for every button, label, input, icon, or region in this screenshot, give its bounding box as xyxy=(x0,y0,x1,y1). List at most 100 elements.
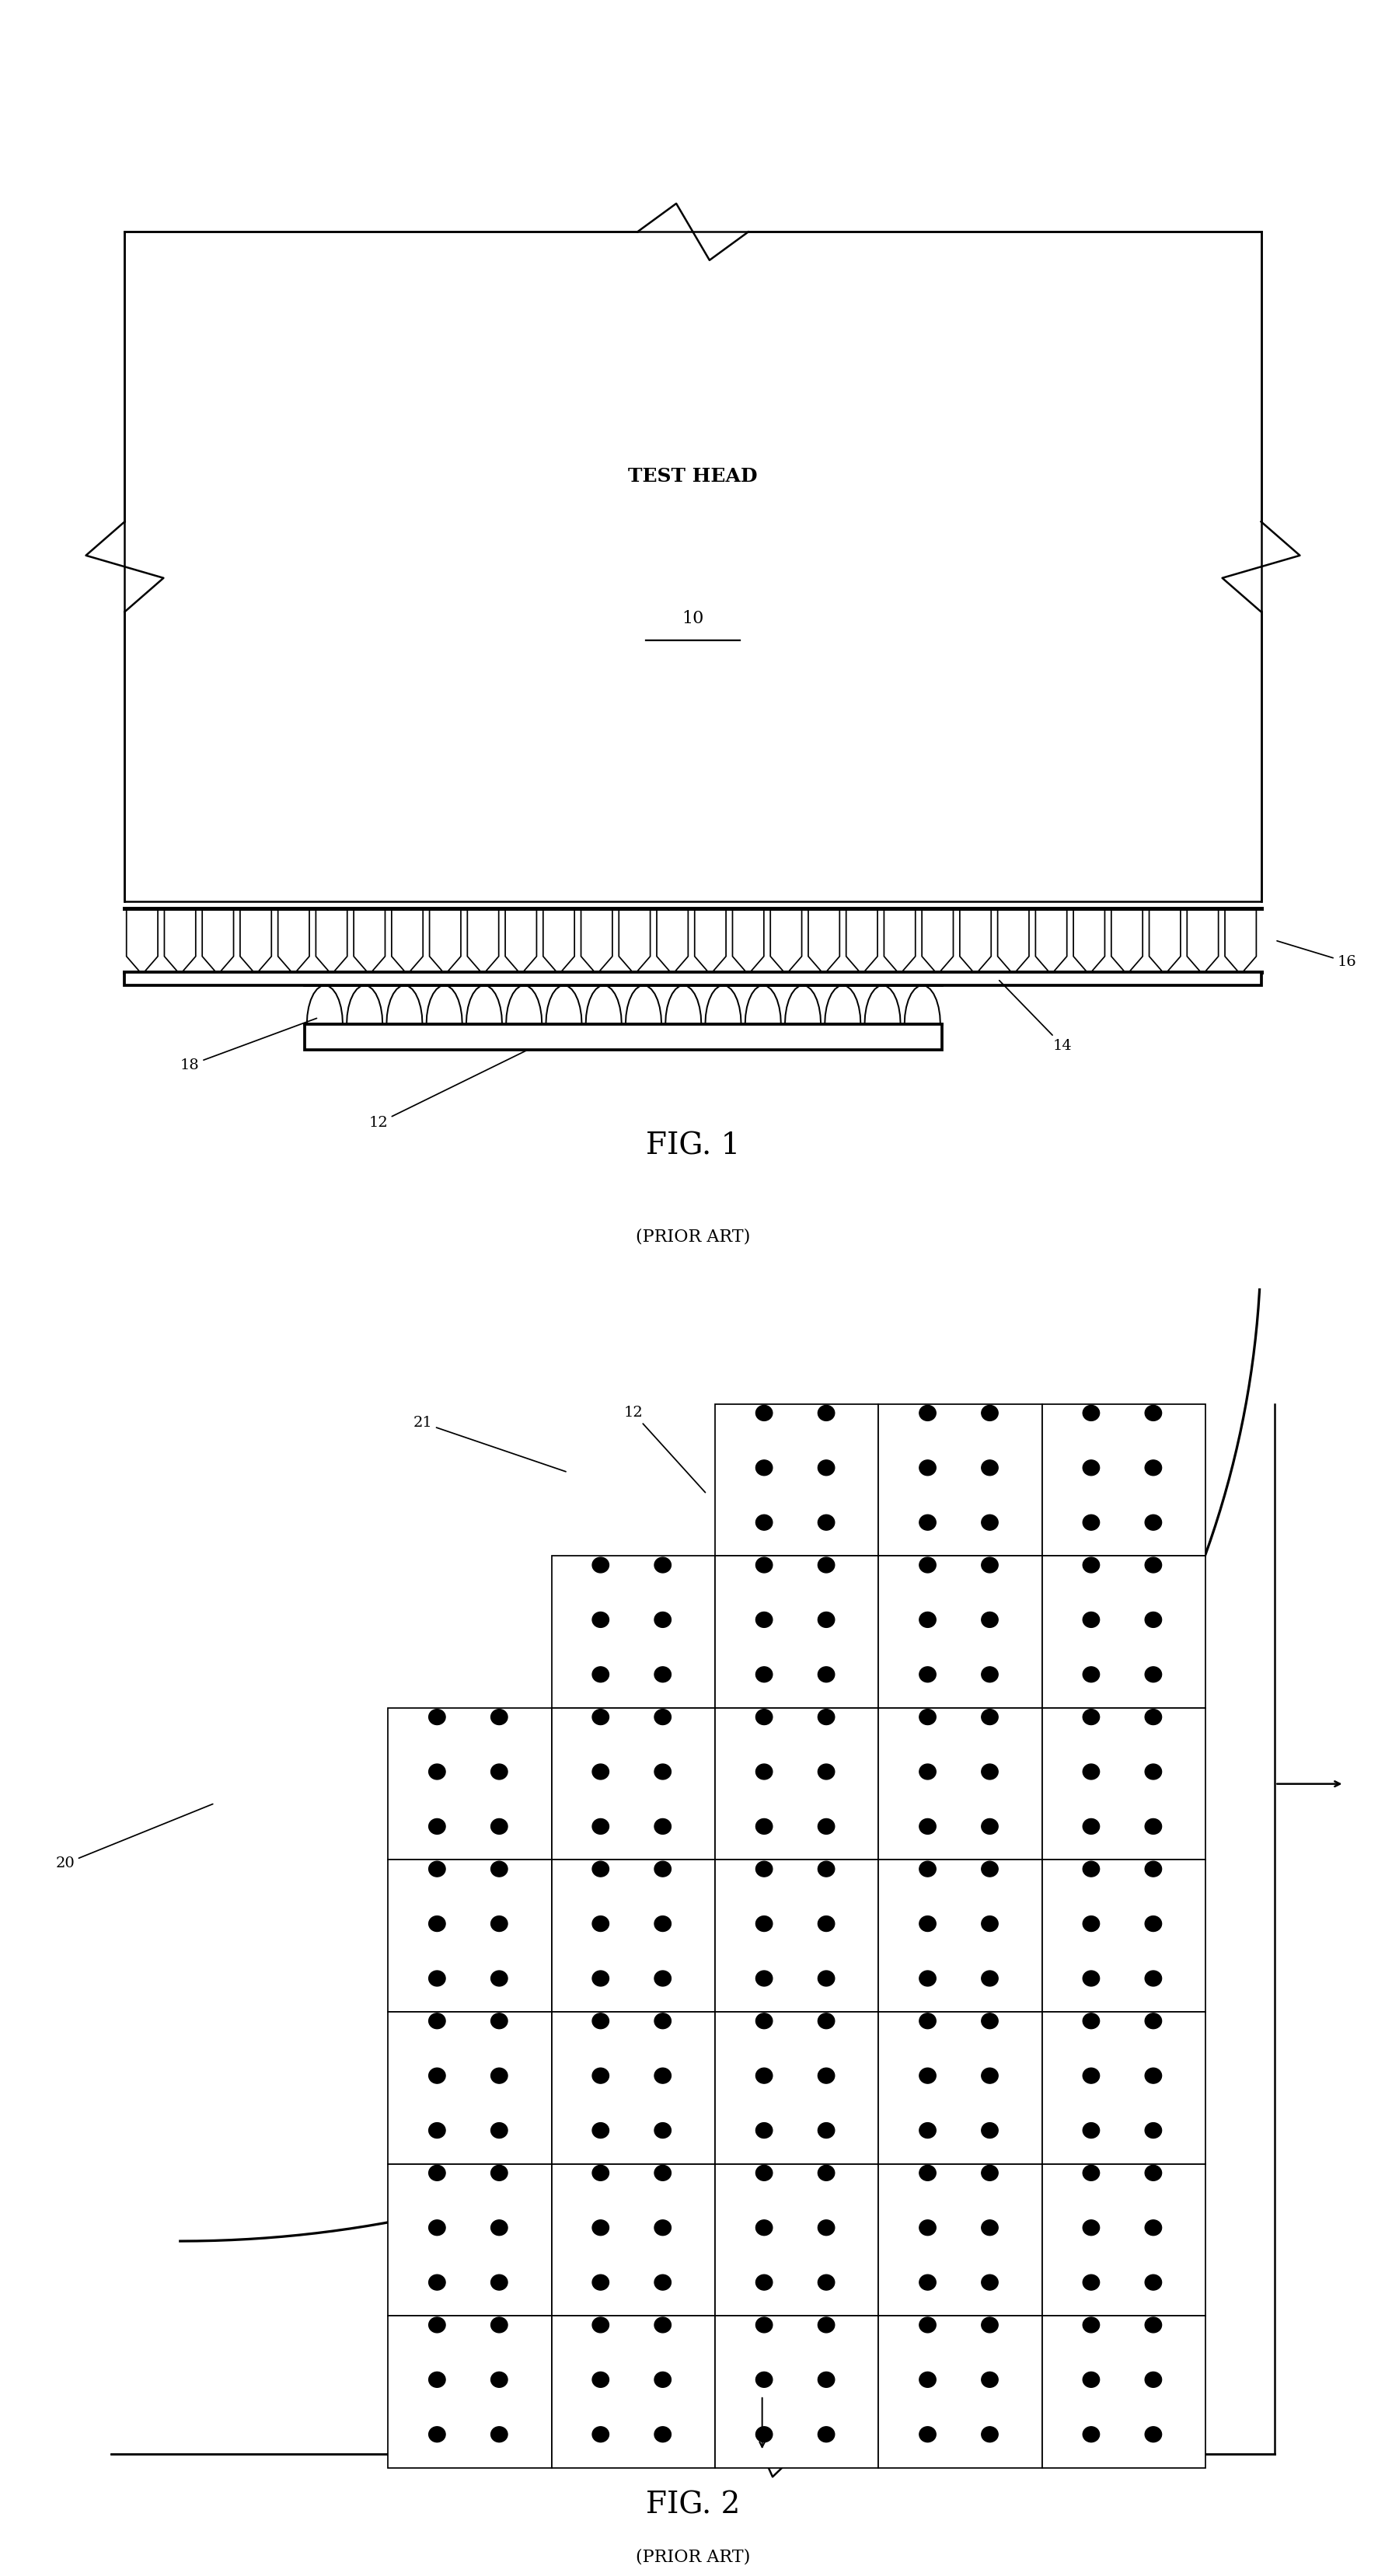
Text: 10: 10 xyxy=(681,611,704,626)
Circle shape xyxy=(755,1819,771,1834)
Circle shape xyxy=(428,1971,445,1986)
Text: 14: 14 xyxy=(999,981,1072,1054)
Circle shape xyxy=(591,1971,608,1986)
Circle shape xyxy=(1144,1765,1161,1780)
Circle shape xyxy=(817,2014,834,2030)
Circle shape xyxy=(1082,1613,1098,1628)
Circle shape xyxy=(918,1819,935,1834)
Circle shape xyxy=(755,2123,771,2138)
Circle shape xyxy=(428,1765,445,1780)
Circle shape xyxy=(1082,2372,1098,2388)
Circle shape xyxy=(918,1558,935,1574)
Circle shape xyxy=(428,2275,445,2290)
Circle shape xyxy=(428,2318,445,2334)
Circle shape xyxy=(918,1971,935,1986)
Text: 20: 20 xyxy=(55,1803,213,1870)
Circle shape xyxy=(591,2069,608,2084)
Circle shape xyxy=(654,1917,670,1932)
Text: (PRIOR ART): (PRIOR ART) xyxy=(636,2548,749,2566)
Circle shape xyxy=(490,1862,507,1878)
Circle shape xyxy=(1082,2275,1098,2290)
Bar xyxy=(878,2316,1042,2468)
Circle shape xyxy=(755,1461,771,1476)
Circle shape xyxy=(428,2069,445,2084)
Circle shape xyxy=(1144,1558,1161,1574)
Circle shape xyxy=(1082,1461,1098,1476)
Circle shape xyxy=(591,1558,608,1574)
Circle shape xyxy=(654,1613,670,1628)
Circle shape xyxy=(1144,2318,1161,2334)
Circle shape xyxy=(1144,2372,1161,2388)
Circle shape xyxy=(1144,1613,1161,1628)
Bar xyxy=(388,1708,551,1860)
Circle shape xyxy=(817,1710,834,1726)
Circle shape xyxy=(918,1862,935,1878)
Circle shape xyxy=(981,1613,997,1628)
Circle shape xyxy=(654,1765,670,1780)
Bar xyxy=(715,2316,878,2468)
Bar xyxy=(1042,2012,1205,2164)
Text: 12: 12 xyxy=(368,1051,526,1131)
Circle shape xyxy=(981,1710,997,1726)
Bar xyxy=(388,2316,551,2468)
Circle shape xyxy=(591,1917,608,1932)
Bar xyxy=(388,1860,551,2012)
Circle shape xyxy=(1082,2427,1098,2442)
Circle shape xyxy=(591,2318,608,2334)
Circle shape xyxy=(490,2069,507,2084)
Circle shape xyxy=(654,2014,670,2030)
Circle shape xyxy=(1144,1971,1161,1986)
Bar xyxy=(715,1708,878,1860)
Circle shape xyxy=(654,2275,670,2290)
Circle shape xyxy=(1082,1406,1098,1422)
Bar xyxy=(715,1556,878,1708)
Circle shape xyxy=(981,1558,997,1574)
Bar xyxy=(125,232,1260,902)
Circle shape xyxy=(981,1406,997,1422)
Circle shape xyxy=(981,2372,997,2388)
Bar xyxy=(388,2164,551,2316)
Bar xyxy=(878,1556,1042,1708)
Circle shape xyxy=(755,2014,771,2030)
Circle shape xyxy=(755,2069,771,2084)
Circle shape xyxy=(1144,1862,1161,1878)
Circle shape xyxy=(1082,1667,1098,1682)
Circle shape xyxy=(918,1917,935,1932)
Circle shape xyxy=(755,2372,771,2388)
Circle shape xyxy=(490,2014,507,2030)
Bar xyxy=(551,2164,715,2316)
Bar xyxy=(1042,1860,1205,2012)
Text: 21: 21 xyxy=(413,1417,565,1471)
Circle shape xyxy=(490,1765,507,1780)
Circle shape xyxy=(591,1613,608,1628)
Circle shape xyxy=(1144,2123,1161,2138)
Circle shape xyxy=(817,1971,834,1986)
Circle shape xyxy=(981,2221,997,2236)
Circle shape xyxy=(981,2123,997,2138)
Bar xyxy=(715,1404,878,1556)
Circle shape xyxy=(654,1971,670,1986)
Circle shape xyxy=(755,1667,771,1682)
Circle shape xyxy=(654,2221,670,2236)
Bar xyxy=(1042,1556,1205,1708)
Circle shape xyxy=(755,1613,771,1628)
Circle shape xyxy=(755,1862,771,1878)
Circle shape xyxy=(981,2014,997,2030)
Circle shape xyxy=(1082,1862,1098,1878)
Circle shape xyxy=(755,1917,771,1932)
Circle shape xyxy=(1082,1765,1098,1780)
Text: 16: 16 xyxy=(1276,940,1356,969)
Bar xyxy=(715,2012,878,2164)
Circle shape xyxy=(490,1710,507,1726)
Circle shape xyxy=(918,2427,935,2442)
Circle shape xyxy=(428,1710,445,1726)
Circle shape xyxy=(591,1667,608,1682)
Text: FIG. 2: FIG. 2 xyxy=(645,2491,740,2519)
Circle shape xyxy=(1082,2166,1098,2182)
Bar xyxy=(551,2316,715,2468)
Circle shape xyxy=(817,1765,834,1780)
Circle shape xyxy=(428,2427,445,2442)
Circle shape xyxy=(817,2166,834,2182)
Circle shape xyxy=(918,1667,935,1682)
Circle shape xyxy=(981,2069,997,2084)
